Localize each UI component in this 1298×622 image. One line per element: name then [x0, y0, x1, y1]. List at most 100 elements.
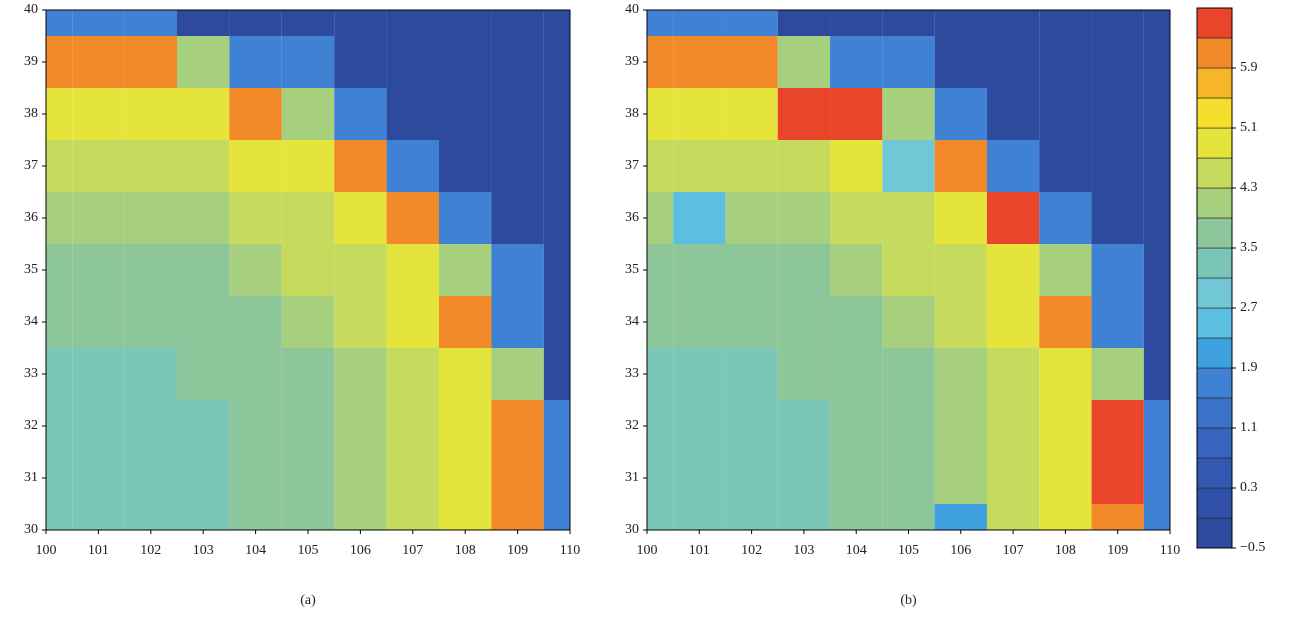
cell: [1039, 10, 1092, 36]
y-tick-label: 32: [625, 418, 639, 433]
cell: [281, 10, 335, 36]
panel-label: (a): [300, 593, 316, 608]
cell: [1091, 400, 1144, 452]
x-tick-label: 100: [36, 543, 57, 558]
cell: [229, 192, 282, 244]
cell: [777, 36, 831, 88]
cell: [177, 296, 230, 348]
x-tick-label: 106: [950, 543, 971, 558]
cell: [934, 504, 987, 530]
cell: [386, 36, 439, 88]
cell: [777, 452, 831, 504]
colorbar-segment: [1196, 367, 1233, 399]
cell: [72, 10, 125, 36]
cell: [1091, 504, 1144, 530]
cell: [830, 140, 883, 192]
y-tick-label: 39: [625, 54, 639, 69]
cell: [334, 88, 387, 140]
y-tick-label: 35: [625, 262, 639, 277]
cell: [1143, 504, 1170, 530]
cell: [1091, 88, 1144, 140]
cell: [124, 10, 177, 36]
cell: [673, 10, 726, 36]
cell: [986, 88, 1040, 140]
cell: [1039, 348, 1092, 400]
cell: [986, 296, 1040, 348]
cell: [46, 244, 73, 296]
cell: [882, 504, 935, 530]
cell: [439, 400, 492, 452]
cell: [934, 140, 987, 192]
cell: [647, 140, 674, 192]
cell: [725, 192, 778, 244]
cell: [334, 400, 387, 452]
cell: [543, 296, 570, 348]
cell: [229, 10, 282, 36]
cell: [1091, 244, 1144, 296]
cell: [439, 10, 492, 36]
colorbar-segment: [1196, 97, 1233, 129]
cell: [439, 244, 492, 296]
cell: [1039, 140, 1092, 192]
cell: [986, 36, 1040, 88]
cell: [673, 452, 726, 504]
cell: [934, 88, 987, 140]
cell: [1039, 88, 1092, 140]
cell: [1143, 10, 1170, 36]
cell: [777, 192, 831, 244]
cell: [229, 452, 282, 504]
cell: [439, 192, 492, 244]
cell: [673, 244, 726, 296]
colorbar-segment: [1196, 487, 1233, 519]
cell: [882, 400, 935, 452]
y-tick-label: 40: [24, 2, 38, 17]
y-tick-label: 34: [625, 314, 639, 329]
cell: [725, 348, 778, 400]
colorbar-segment: [1196, 277, 1233, 309]
cell: [1039, 244, 1092, 296]
cell: [725, 452, 778, 504]
cell: [986, 244, 1040, 296]
cell: [386, 244, 439, 296]
cell: [281, 452, 335, 504]
colorbar-segment: [1196, 187, 1233, 219]
cell: [72, 244, 125, 296]
colorbar-segment: [1196, 67, 1233, 99]
cell: [229, 504, 282, 530]
colorbar-segment: [1196, 337, 1233, 369]
cell: [124, 348, 177, 400]
cell: [386, 348, 439, 400]
cell: [882, 296, 935, 348]
cell: [491, 88, 544, 140]
cell: [1143, 296, 1170, 348]
colorbar-tick-label: 1.9: [1240, 360, 1258, 375]
x-tick-label: 107: [402, 543, 423, 558]
colorbar-segment: [1196, 427, 1233, 459]
cell: [830, 504, 883, 530]
x-tick-label: 102: [741, 543, 762, 558]
x-tick-label: 104: [846, 543, 867, 558]
cell: [386, 400, 439, 452]
cell: [830, 296, 883, 348]
y-tick-label: 31: [24, 470, 38, 485]
cell: [543, 140, 570, 192]
y-tick-label: 39: [24, 54, 38, 69]
cell: [386, 192, 439, 244]
cell: [882, 452, 935, 504]
y-tick-label: 32: [24, 418, 38, 433]
cell: [543, 10, 570, 36]
cell: [986, 348, 1040, 400]
cell: [72, 296, 125, 348]
cell: [986, 192, 1040, 244]
colorbar-segment: [1196, 217, 1233, 249]
cell: [725, 296, 778, 348]
cell: [673, 400, 726, 452]
cell: [1091, 140, 1144, 192]
cell: [177, 244, 230, 296]
cell: [46, 504, 73, 530]
cell: [281, 192, 335, 244]
cell: [543, 452, 570, 504]
cell: [439, 348, 492, 400]
cell: [229, 88, 282, 140]
y-tick-label: 33: [625, 366, 639, 381]
